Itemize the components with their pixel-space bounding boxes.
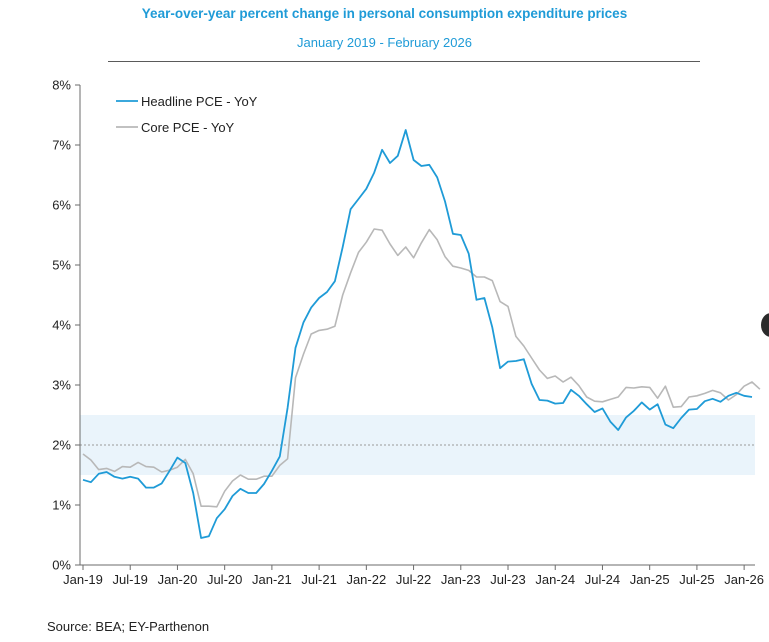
x-tick-label: Jul-19 <box>113 572 148 587</box>
x-tick-label: Jul-22 <box>396 572 431 587</box>
y-tick-label: 2% <box>52 438 71 453</box>
x-tick-label: Jul-24 <box>585 572 620 587</box>
y-tick-label: 0% <box>52 558 71 573</box>
x-tick-label: Jan-24 <box>535 572 575 587</box>
y-tick-label: 5% <box>52 258 71 273</box>
x-tick-label: Jan-21 <box>252 572 292 587</box>
headline-pce-series-line <box>82 129 753 539</box>
x-tick-label: Jan-25 <box>630 572 670 587</box>
core-pce-series-line <box>82 228 761 508</box>
legend-label-core: Core PCE - YoY <box>141 120 235 135</box>
x-tick-label: Jul-25 <box>679 572 714 587</box>
source-note: Source: BEA; EY-Parthenon <box>47 619 210 634</box>
y-tick-label: 7% <box>52 138 71 153</box>
x-tick-label: Jul-23 <box>490 572 525 587</box>
y-tick-label: 4% <box>52 318 71 333</box>
x-tick-label: Jul-21 <box>301 572 336 587</box>
y-tick-label: 8% <box>52 78 71 93</box>
x-tick-label: Jan-23 <box>441 572 481 587</box>
x-tick-label: Jan-20 <box>158 572 198 587</box>
x-tick-label: Jul-20 <box>207 572 242 587</box>
chart-subtitle: January 2019 - February 2026 <box>297 35 472 50</box>
title-divider <box>108 61 700 62</box>
chart-title: Year-over-year percent change in persona… <box>141 6 628 21</box>
scroll-handle[interactable] <box>761 313 769 337</box>
y-tick-label: 6% <box>52 198 71 213</box>
x-tick-label: Jan-22 <box>346 572 386 587</box>
x-tick-label: Jan-19 <box>63 572 103 587</box>
legend-label-headline: Headline PCE - YoY <box>141 94 258 109</box>
x-tick-label: Jan-26 <box>724 572 764 587</box>
y-tick-label: 3% <box>52 378 71 393</box>
y-tick-label: 1% <box>52 498 71 513</box>
